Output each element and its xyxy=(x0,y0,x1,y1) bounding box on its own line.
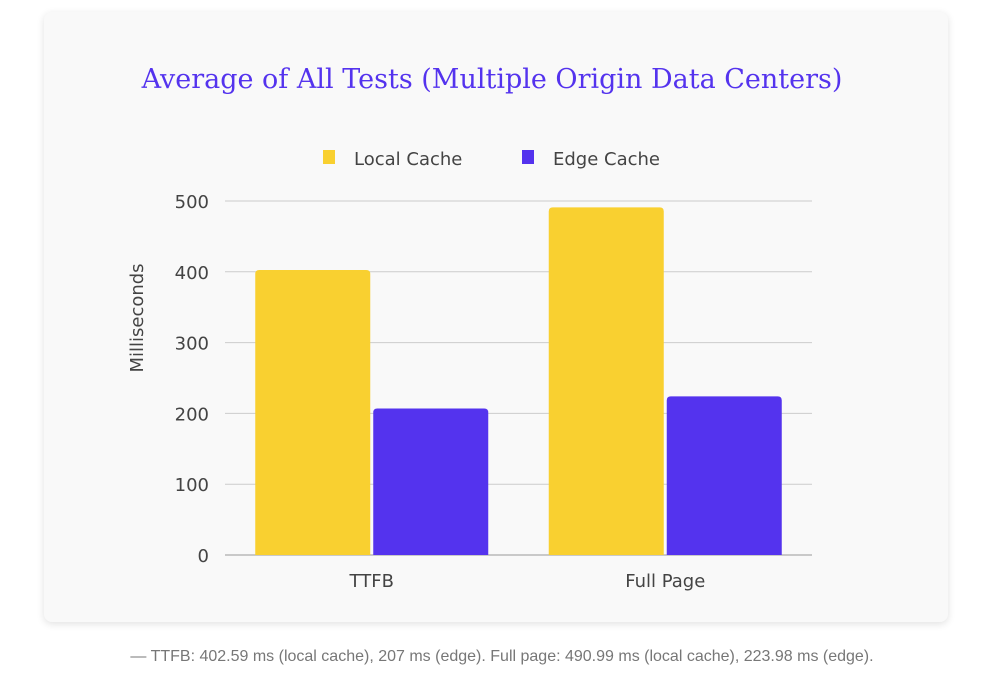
bar-edge-cache xyxy=(666,396,782,555)
bar-local-cache xyxy=(255,269,371,555)
legend: Local Cache Edge Cache xyxy=(323,149,660,170)
bar-edge-cache xyxy=(373,408,489,555)
y-tick-label: 100 xyxy=(175,475,209,496)
chart-title: Average of All Tests (Multiple Origin Da… xyxy=(141,64,843,95)
legend-swatch xyxy=(522,150,534,164)
chart-caption: — TTFB: 402.59 ms (local cache), 207 ms … xyxy=(130,648,874,665)
legend-label: Local Cache xyxy=(354,149,462,170)
bar-local-cache xyxy=(548,207,664,555)
y-tick-label: 300 xyxy=(175,334,209,355)
y-tick-label: 200 xyxy=(175,404,209,425)
x-tick-label: TTFB xyxy=(349,571,394,592)
x-tick-label: Full Page xyxy=(625,571,705,592)
legend-swatch xyxy=(323,150,335,164)
legend-label: Edge Cache xyxy=(553,149,660,170)
y-axis-label: Milliseconds xyxy=(127,263,148,372)
y-tick-label: 500 xyxy=(175,192,209,213)
chart-card xyxy=(44,12,948,622)
y-tick-label: 0 xyxy=(198,546,209,567)
y-tick-label: 400 xyxy=(175,263,209,284)
